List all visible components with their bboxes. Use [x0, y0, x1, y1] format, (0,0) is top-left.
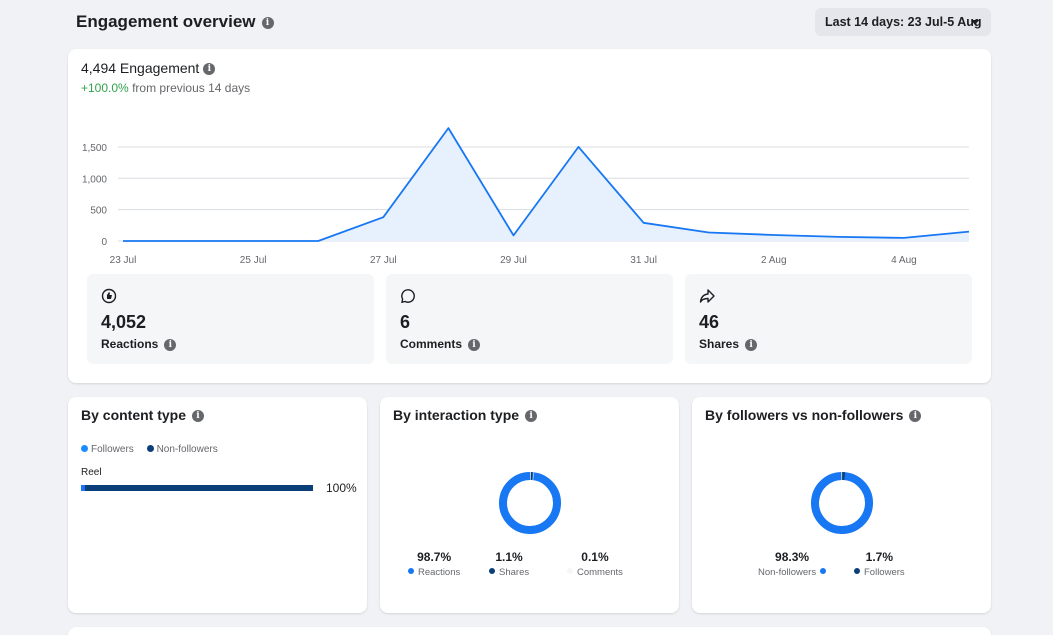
stat-non-followers: 98.3% Non-followers [758, 550, 827, 578]
stat-value: 98.3% [775, 550, 810, 564]
x-tick-label: 4 Aug [891, 255, 917, 266]
x-tick-label: 29 Jul [500, 255, 527, 266]
legend-dot [854, 568, 860, 574]
metric-value: 6 [400, 312, 411, 332]
stat-label: Followers [864, 567, 905, 578]
content-type-card: By content type i Followers Non-followers… [68, 397, 367, 613]
card-title: By followers vs non-followers i [705, 407, 922, 423]
card-title: By interaction type i [393, 407, 538, 423]
engagement-line-chart: 0 500 1,000 1,500 23 Jul 25 Jul 27 Jul 29 Jul 3… [82, 127, 970, 266]
stat-shares: 1.1% Shares [489, 550, 529, 578]
legend-item-followers: Followers [81, 444, 134, 455]
stat-value: 98.7% [417, 550, 452, 564]
metric-label-text: Reactions [101, 337, 159, 351]
legend: Followers Non-followers [81, 444, 228, 455]
legend-dot [408, 568, 414, 574]
info-icon[interactable]: i [164, 338, 177, 351]
stat-reactions: 98.7% Reactions [408, 550, 460, 578]
stat-comments: 0.1% Comments [567, 550, 623, 578]
donut-slice-non-followers[interactable] [811, 472, 873, 534]
metric-label: Comments i [400, 337, 481, 351]
card-title: By content type i [81, 407, 205, 423]
metric-label: Shares i [699, 337, 758, 351]
legend-dot [820, 568, 827, 574]
series-line [123, 127, 970, 242]
page-title-text: Engagement overview [76, 12, 256, 31]
x-tick-label: 2 Aug [761, 255, 787, 266]
metric-label: Reactions i [101, 337, 177, 351]
info-icon[interactable]: i [909, 410, 922, 423]
interaction-type-card: By interaction type i 98.7% Reactions 1.1%… [380, 397, 679, 613]
donut-slice-reactions[interactable] [499, 472, 561, 534]
info-icon[interactable]: i [203, 63, 216, 76]
info-icon[interactable]: i [192, 410, 205, 423]
x-tick-label: 25 Jul [240, 255, 267, 266]
stat-label: Reactions [418, 567, 461, 578]
followers-card: By followers vs non-followers i 98.3% Non-… [692, 397, 991, 613]
donut-slice-shares[interactable] [499, 472, 561, 534]
legend-item-non-followers: Non-followers [146, 444, 218, 455]
stat-value: 1.1% [495, 550, 523, 564]
donut-slice-followers[interactable] [811, 472, 873, 534]
y-tick-label: 1,500 [82, 143, 107, 154]
card-title-text: By content type [81, 407, 187, 423]
series-area [123, 128, 969, 241]
page-title: Engagement overview i [76, 12, 274, 32]
interaction-donut-chart[interactable] [496, 469, 564, 537]
y-tick-label: 0 [101, 237, 107, 248]
date-range-label: Last 14 days: 23 Jul-5 Aug [825, 15, 982, 29]
legend-dot [146, 445, 154, 452]
metric-label-text: Shares [699, 337, 740, 351]
followers-donut-chart[interactable] [808, 469, 876, 537]
legend-label: Followers [91, 444, 134, 455]
comment-icon [401, 289, 415, 304]
y-tick-label: 500 [90, 206, 107, 217]
share-icon [699, 289, 715, 303]
bar-label: Reel [81, 467, 102, 478]
metric-value: 46 [699, 312, 720, 332]
reaction-icon [101, 288, 117, 304]
stat-label: Non-followers [758, 567, 817, 578]
x-tick-label: 31 Jul [630, 255, 657, 266]
info-icon[interactable]: i [525, 410, 538, 423]
metric-comments[interactable]: 6 Comments i [386, 274, 673, 364]
change-value: +100.0% [81, 81, 129, 95]
info-icon[interactable]: i [261, 16, 274, 29]
legend-dot [489, 568, 495, 574]
info-icon[interactable]: i [745, 338, 758, 351]
next-card [68, 627, 991, 635]
x-tick-label: 23 Jul [110, 255, 137, 266]
bar-track[interactable] [81, 485, 313, 491]
stat-value: 1.7% [865, 550, 893, 564]
change-text: from previous 14 days [132, 81, 251, 95]
metric-reactions[interactable]: 4,052 Reactions i [87, 274, 374, 364]
metric-label-text: Comments [400, 337, 463, 351]
engagement-total: 4,494 Engagement i [81, 60, 216, 76]
stat-label: Comments [577, 567, 623, 578]
y-tick-label: 1,000 [82, 174, 107, 185]
engagement-total-label: 4,494 Engagement [81, 60, 200, 76]
engagement-change: +100.0% from previous 14 days [81, 81, 250, 95]
date-range-dropdown[interactable]: Last 14 days: 23 Jul-5 Aug [815, 8, 991, 36]
legend-label: Non-followers [156, 444, 218, 455]
stat-followers: 1.7% Followers [854, 550, 905, 578]
bar-fill [81, 485, 313, 491]
info-icon[interactable]: i [468, 338, 481, 351]
metric-value: 4,052 [101, 312, 147, 332]
metric-shares[interactable]: 46 Shares i [685, 274, 972, 364]
stat-value: 0.1% [581, 550, 609, 564]
engagement-card: 4,494 Engagement i +100.0% from previous … [68, 49, 991, 383]
card-title-text: By interaction type [393, 407, 520, 423]
bar-percent: 100% [326, 481, 357, 495]
legend-dot [567, 568, 573, 574]
card-title-text: By followers vs non-followers [705, 407, 904, 423]
caret-down-icon [971, 20, 979, 25]
x-tick-label: 27 Jul [370, 255, 397, 266]
stat-label: Shares [499, 567, 530, 578]
legend-dot [81, 445, 88, 452]
